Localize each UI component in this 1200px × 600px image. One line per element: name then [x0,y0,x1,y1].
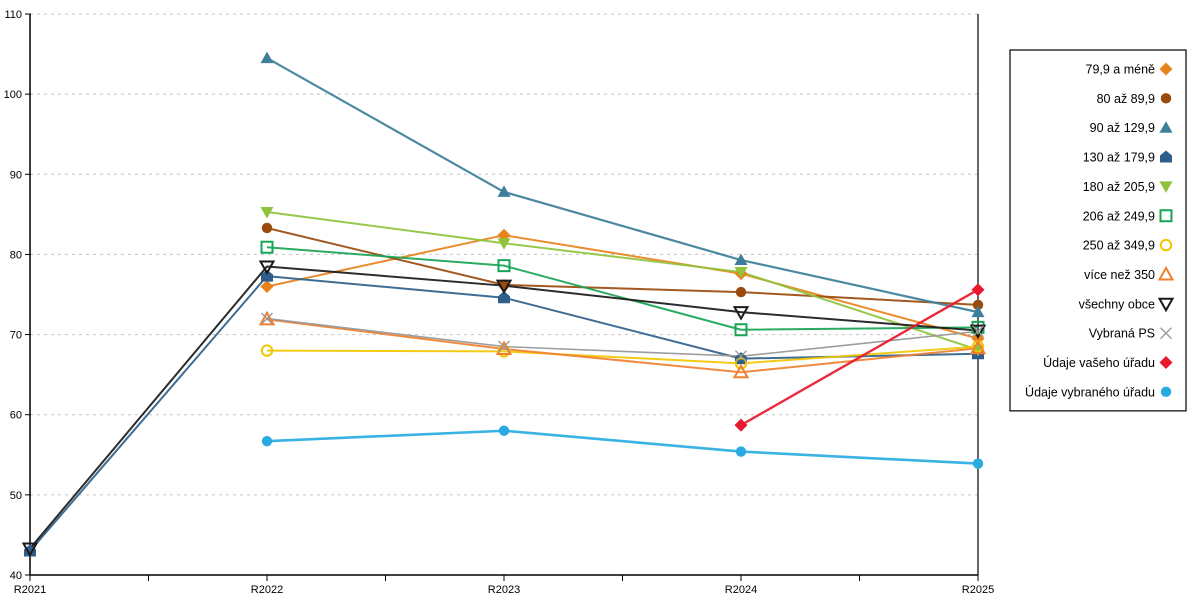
data-point [498,291,510,304]
data-point [969,324,987,340]
data-point [971,305,985,318]
legend-item-label: Údaje vašeho úřadu [1043,355,1155,370]
data-point [734,253,748,266]
y-tick-label: 40 [10,570,22,582]
legend-item-label: 206 až 249,9 [1083,209,1155,223]
y-tick-label: 110 [4,9,22,21]
triangle-down-legend-icon [1159,181,1173,193]
data-point [972,458,984,469]
legend-item-label: 90 až 129,9 [1090,121,1155,135]
data-point [734,357,748,370]
series-line-4 [29,275,979,552]
series-line-2 [266,227,979,306]
diamond-legend-icon [1159,62,1173,76]
triangle-up-legend-icon [1157,265,1175,281]
data-point [497,259,511,273]
series-line-7 [266,345,979,365]
y-tick-label: 50 [10,490,22,502]
data-point [734,323,748,337]
data-point [735,446,747,457]
x-tick-label: R2022 [251,584,283,596]
data-point [260,344,274,357]
data-point [261,269,273,282]
legend-item-label: 130 až 179,9 [1083,151,1155,165]
triangle-up-legend-icon [1159,121,1173,133]
series-line-11 [740,288,979,427]
legend-item-label: 250 až 349,9 [1083,239,1155,253]
legend-box [1009,49,1187,412]
circle-legend-icon [1160,93,1172,104]
series-line-10 [266,317,979,358]
series-line-8 [266,318,979,374]
data-point [260,51,274,64]
data-point [21,542,39,558]
legend-item-label: 180 až 205,9 [1083,180,1155,194]
y-tick-label: 100 [4,89,22,101]
data-point [972,325,984,338]
data-point [260,279,274,293]
x-tick-label: R2025 [962,584,994,596]
legend-item-label: 80 až 89,9 [1097,92,1155,106]
data-point [498,425,510,436]
series-line-9 [29,265,979,550]
data-point [24,544,36,557]
series-line-6 [266,246,979,331]
data-point [972,299,984,311]
data-point [734,418,748,432]
x-legend-icon [1160,327,1172,340]
data-point [735,286,747,298]
data-point [497,185,511,197]
x-tick-label: R2023 [488,584,520,596]
data-point [497,238,511,250]
data-point [258,310,276,326]
data-point [261,312,273,325]
series-line-1 [266,234,979,340]
triangle-down-legend-icon [1157,297,1175,313]
data-point [261,222,273,234]
data-point [258,260,276,275]
data-point [495,279,513,295]
data-point [732,363,750,379]
series-line-12 [266,429,979,465]
data-point [261,435,273,447]
data-point [260,206,274,219]
y-tick-label: 70 [10,330,22,342]
data-point [495,340,513,355]
data-point [735,350,747,363]
series-line-5 [266,210,979,351]
y-tick-label: 80 [10,249,22,261]
pentagon-legend-icon [1160,150,1172,163]
legend-item-label: Údaje vybraného úřadu [1025,384,1155,399]
legend-item-label: všechny obce [1079,297,1155,311]
circle-legend-icon [1160,386,1172,398]
data-point [260,240,274,254]
y-tick-label: 60 [10,410,22,422]
data-point [498,340,510,353]
series-line-3 [266,57,979,314]
square-legend-icon [1159,209,1173,223]
legend-item-label: 79,9 a méně [1086,63,1156,77]
data-point [734,267,748,279]
data-point [969,339,987,355]
x-tick-label: R2024 [725,584,757,596]
circle-legend-icon [1159,238,1173,252]
data-point [732,306,750,321]
diamond-legend-icon [1159,356,1173,369]
legend-item-label: Vybraná PS [1089,327,1155,341]
data-point [971,283,985,297]
y-tick-label: 90 [10,169,22,181]
legend-item-label: více než 350 [1084,268,1155,282]
x-tick-label: R2021 [14,584,46,596]
